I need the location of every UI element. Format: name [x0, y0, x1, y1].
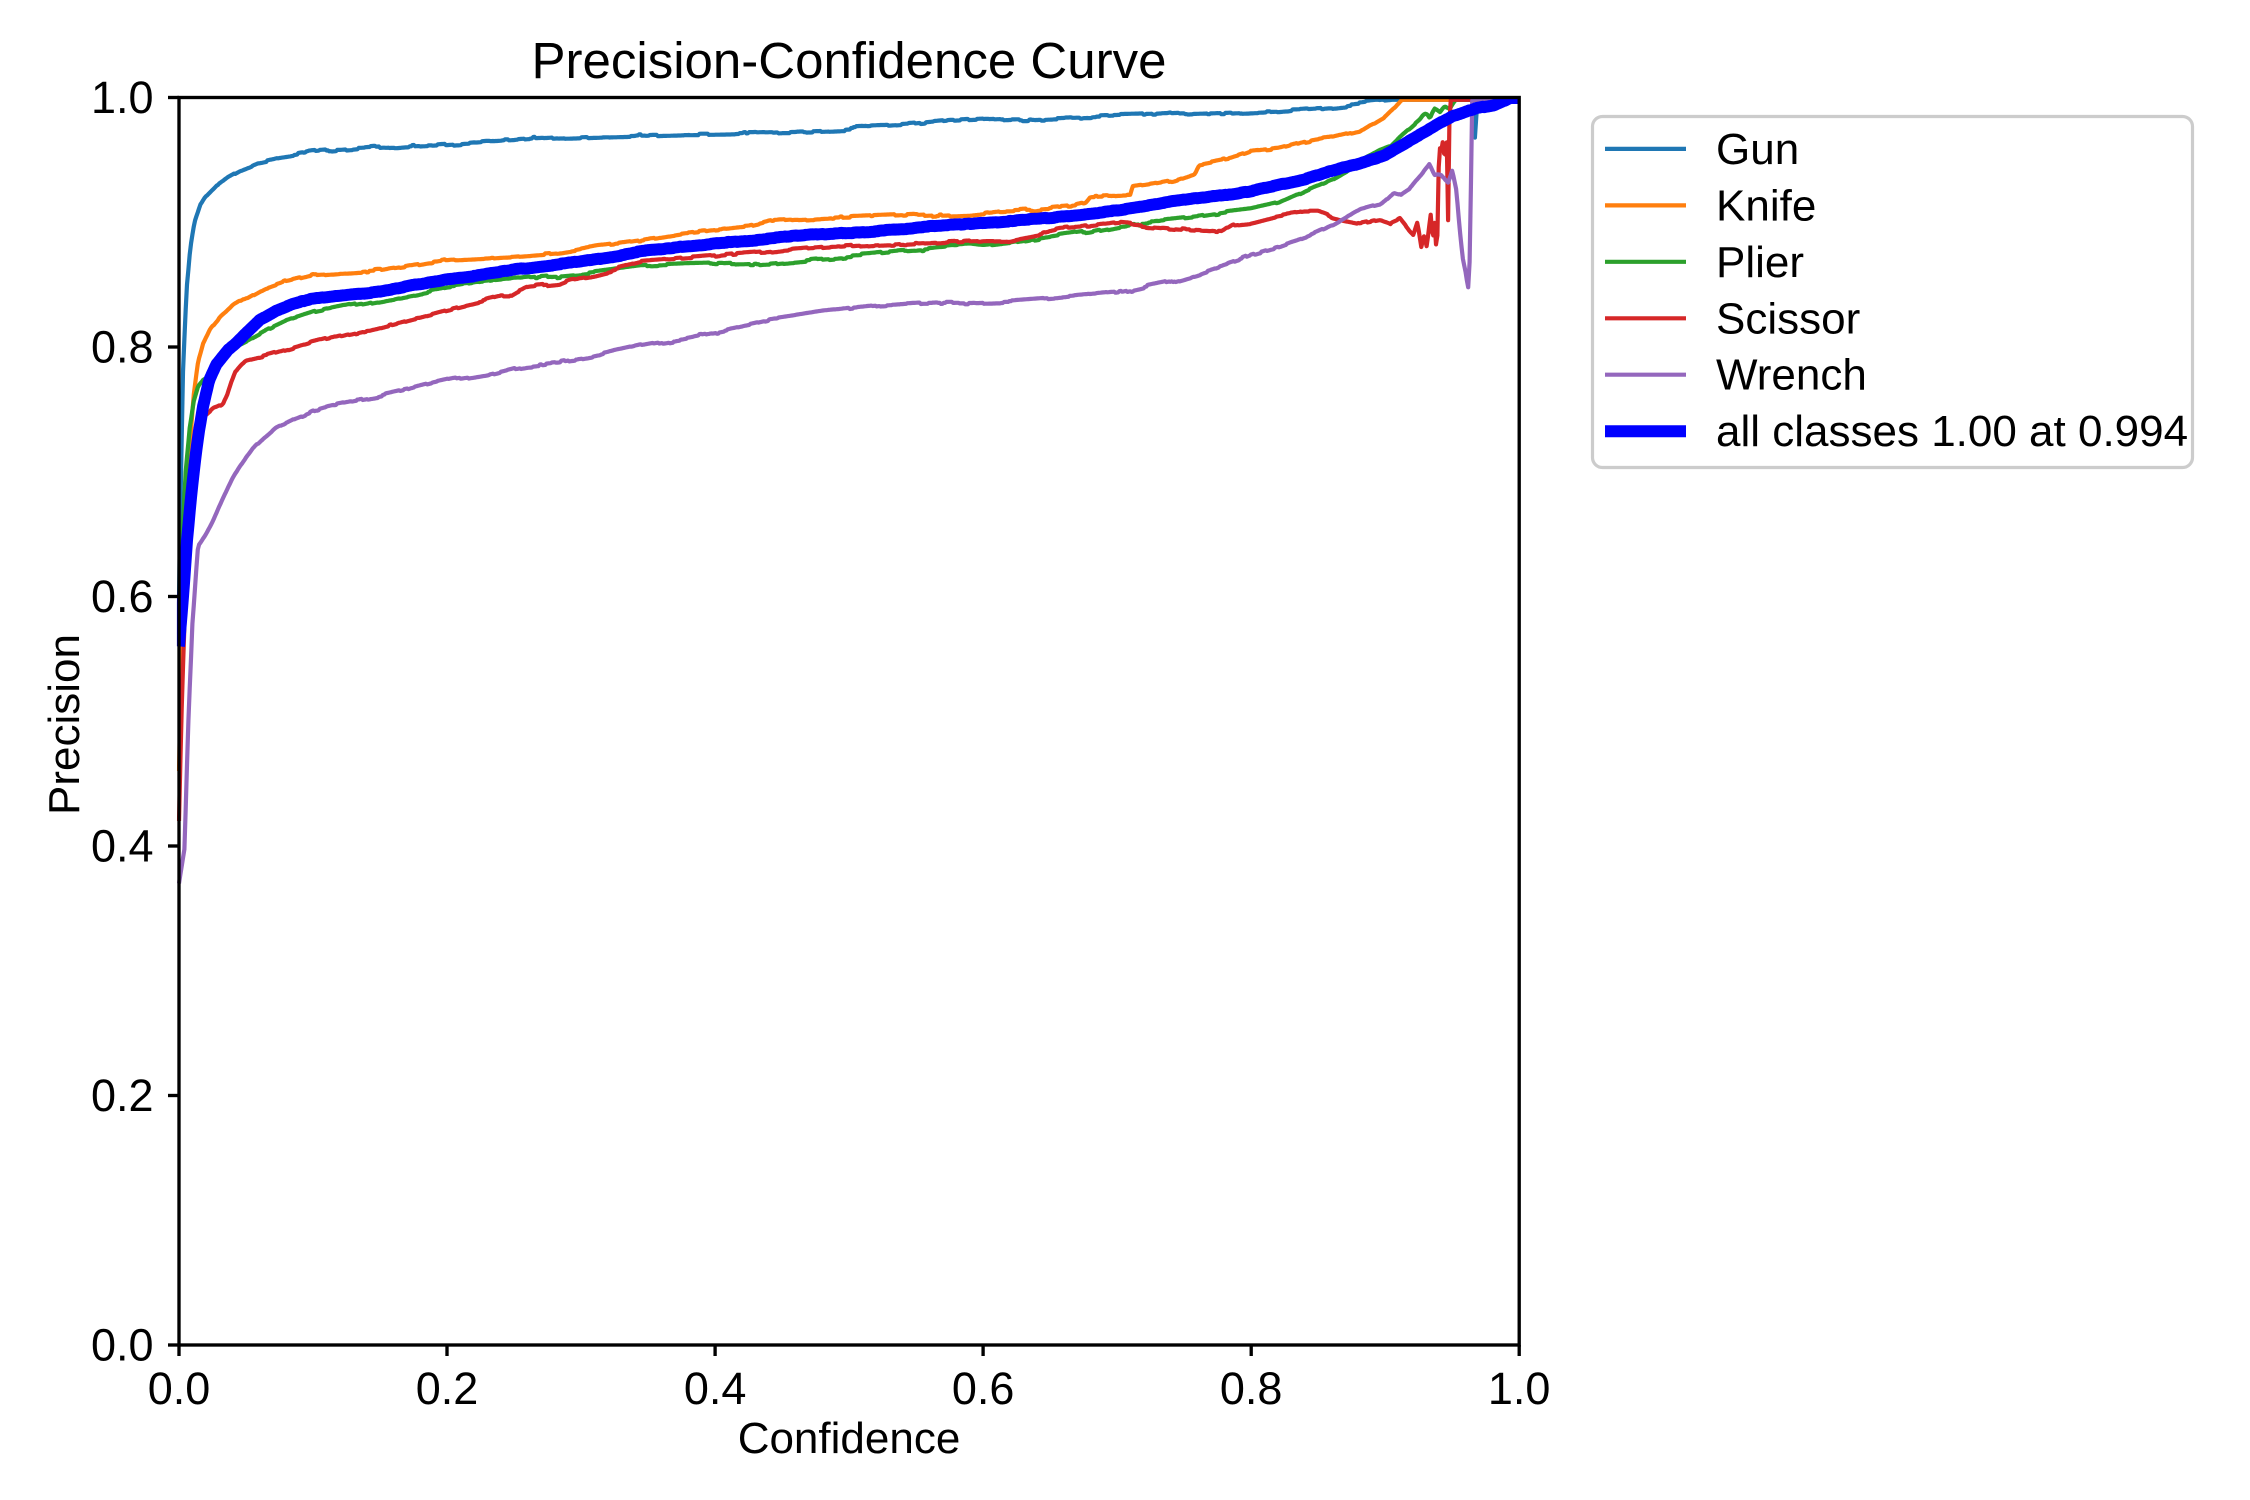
svg-text:Wrench: Wrench — [1716, 351, 1867, 400]
svg-text:0.2: 0.2 — [91, 1070, 154, 1121]
svg-text:1.0: 1.0 — [91, 72, 154, 123]
svg-text:0.6: 0.6 — [952, 1363, 1015, 1414]
svg-text:Precision: Precision — [40, 634, 89, 815]
svg-text:Knife: Knife — [1716, 181, 1816, 230]
svg-text:all classes 1.00 at 0.994: all classes 1.00 at 0.994 — [1716, 407, 2188, 456]
svg-text:Plier: Plier — [1716, 238, 1804, 287]
svg-text:0.8: 0.8 — [1220, 1363, 1283, 1414]
svg-text:0.0: 0.0 — [148, 1363, 211, 1414]
svg-text:Scissor: Scissor — [1716, 294, 1860, 343]
svg-text:0.4: 0.4 — [684, 1363, 747, 1414]
svg-text:0.6: 0.6 — [91, 571, 154, 622]
svg-text:1.0: 1.0 — [1488, 1363, 1551, 1414]
svg-text:0.2: 0.2 — [416, 1363, 479, 1414]
svg-text:0.8: 0.8 — [91, 322, 154, 373]
svg-text:Gun: Gun — [1716, 125, 1799, 174]
svg-text:Precision-Confidence Curve: Precision-Confidence Curve — [532, 32, 1167, 89]
svg-text:0.0: 0.0 — [91, 1320, 154, 1371]
svg-text:Confidence: Confidence — [738, 1414, 961, 1463]
svg-text:0.4: 0.4 — [91, 821, 154, 872]
